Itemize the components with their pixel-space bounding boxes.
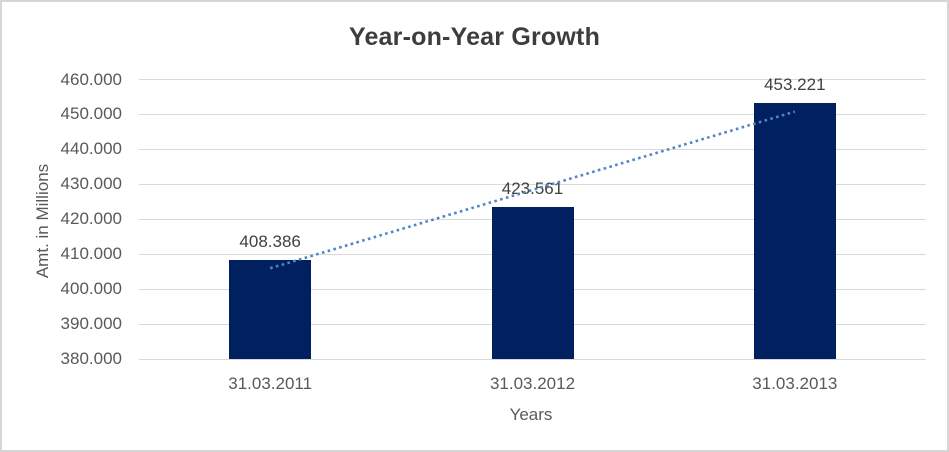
x-tick-label: 31.03.2012 — [489, 374, 576, 393]
y-tick-label: 380.000 — [60, 349, 122, 368]
y-tick-label: 410.000 — [60, 244, 122, 264]
y-tick-label: 450.000 — [60, 104, 122, 124]
bar — [491, 206, 574, 359]
bar — [753, 103, 836, 359]
y-tick-label: 390.000 — [60, 314, 122, 334]
data-label: 423.561 — [501, 178, 564, 198]
chart-title: Year-on-Year Growth — [348, 23, 601, 51]
x-tick-label: 31.03.2013 — [752, 374, 838, 393]
x-tick-label: 31.03.2011 — [228, 374, 313, 393]
y-tick-label: 430.000 — [60, 174, 122, 194]
x-axis-title: Years — [509, 405, 553, 424]
y-tick-label: 440.000 — [60, 139, 122, 159]
data-label: 453.221 — [764, 75, 826, 95]
bar — [229, 259, 312, 359]
y-tick-label: 420.000 — [60, 209, 122, 229]
y-tick-label: 400.000 — [60, 279, 122, 299]
data-label: 408.386 — [239, 231, 301, 251]
y-tick-label: 460.000 — [60, 69, 122, 89]
gridline — [139, 358, 926, 360]
gridline — [139, 79, 926, 80]
